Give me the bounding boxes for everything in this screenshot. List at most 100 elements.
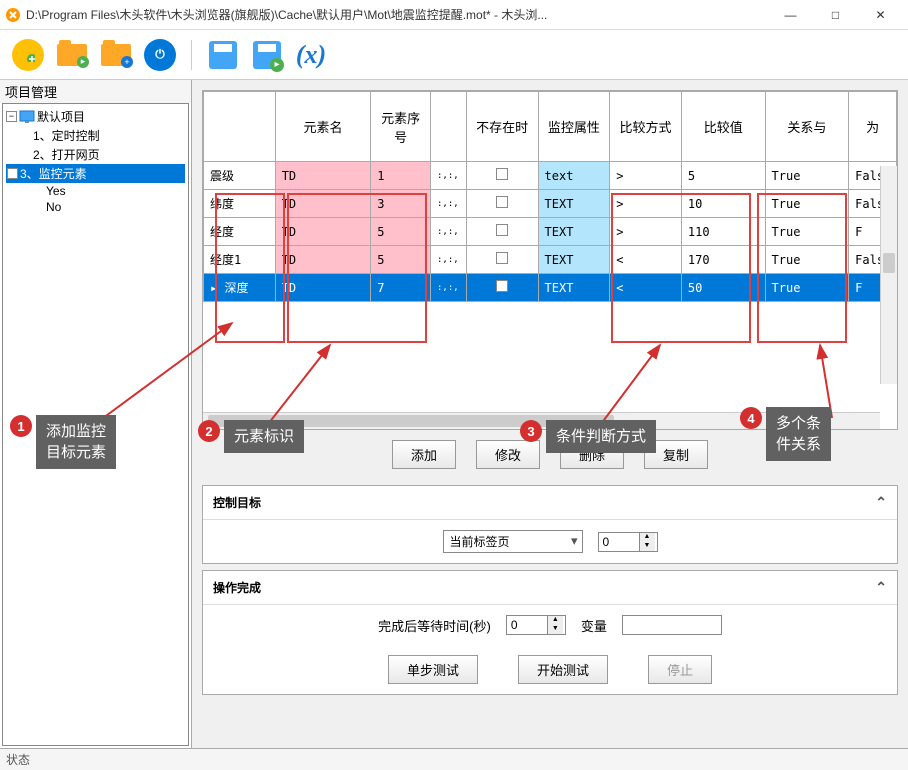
collapse-icon[interactable]: ⌃ bbox=[875, 494, 887, 511]
horizontal-scrollbar[interactable] bbox=[203, 412, 880, 429]
table-cell[interactable]: TD bbox=[275, 274, 371, 302]
column-header[interactable]: 元素序号 bbox=[371, 92, 431, 162]
monitor-table[interactable]: 元素名元素序号不存在时监控属性比较方式比较值关系与为 震级TD1:,:,text… bbox=[203, 91, 897, 302]
tree-item[interactable]: 2、打开网页 bbox=[6, 145, 185, 164]
table-cell[interactable]: TEXT bbox=[538, 190, 610, 218]
table-cell[interactable]: 震级 bbox=[204, 162, 276, 190]
close-button[interactable]: ✕ bbox=[858, 0, 903, 30]
spin-up[interactable]: ▲ bbox=[640, 533, 655, 542]
table-cell[interactable]: :,:, bbox=[431, 162, 467, 190]
table-cell[interactable]: True bbox=[765, 218, 849, 246]
add-folder-button[interactable]: + bbox=[98, 37, 134, 73]
power-button[interactable]: ⏻ bbox=[142, 37, 178, 73]
wait-input[interactable] bbox=[507, 616, 547, 634]
column-header[interactable]: 比较值 bbox=[681, 92, 765, 162]
table-cell[interactable]: 170 bbox=[681, 246, 765, 274]
minimize-button[interactable]: — bbox=[768, 0, 813, 30]
table-cell[interactable]: text bbox=[538, 162, 610, 190]
vertical-scrollbar[interactable] bbox=[880, 166, 897, 384]
checkbox[interactable] bbox=[496, 196, 508, 208]
column-header[interactable] bbox=[431, 92, 467, 162]
table-cell[interactable]: 50 bbox=[681, 274, 765, 302]
table-cell[interactable]: 经度1 bbox=[204, 246, 276, 274]
spin-down[interactable]: ▼ bbox=[640, 542, 655, 551]
expand-icon[interactable]: − bbox=[7, 168, 18, 179]
table-cell[interactable]: 10 bbox=[681, 190, 765, 218]
table-cell[interactable]: 3 bbox=[371, 190, 431, 218]
new-button[interactable] bbox=[10, 37, 46, 73]
variable-button[interactable]: (x) bbox=[293, 37, 329, 73]
tab-index-spinner[interactable]: ▲▼ bbox=[598, 532, 658, 552]
copy-button[interactable]: 复制 bbox=[644, 440, 708, 469]
open-folder-button[interactable]: ▸ bbox=[54, 37, 90, 73]
tree-item[interactable]: 1、定时控制 bbox=[6, 126, 185, 145]
table-cell[interactable]: TEXT bbox=[538, 218, 610, 246]
table-cell[interactable]: TEXT bbox=[538, 274, 610, 302]
table-cell[interactable]: ▸ 深度 bbox=[204, 274, 276, 302]
checkbox[interactable] bbox=[496, 280, 508, 292]
wait-spinner[interactable]: ▲▼ bbox=[506, 615, 566, 635]
table-cell[interactable]: TD bbox=[275, 162, 371, 190]
save-button[interactable] bbox=[205, 37, 241, 73]
table-row[interactable]: 纬度TD3:,:,TEXT>10TrueFals bbox=[204, 190, 897, 218]
checkbox[interactable] bbox=[496, 224, 508, 236]
column-header[interactable]: 监控属性 bbox=[538, 92, 610, 162]
table-cell[interactable] bbox=[466, 162, 538, 190]
table-cell[interactable]: < bbox=[610, 246, 682, 274]
table-cell[interactable] bbox=[466, 246, 538, 274]
project-tree[interactable]: − 默认项目 1、定时控制 2、打开网页 − 3、监控元素 Yes No bbox=[2, 103, 189, 746]
variable-input[interactable] bbox=[622, 615, 722, 635]
column-header[interactable]: 比较方式 bbox=[610, 92, 682, 162]
table-cell[interactable] bbox=[466, 218, 538, 246]
tab-select[interactable]: 当前标签页 bbox=[443, 530, 583, 553]
table-cell[interactable]: TD bbox=[275, 218, 371, 246]
checkbox[interactable] bbox=[496, 252, 508, 264]
table-cell[interactable]: 1 bbox=[371, 162, 431, 190]
expand-icon[interactable]: − bbox=[6, 111, 17, 122]
table-row[interactable]: 经度1TD5:,:,TEXT<170TrueFals bbox=[204, 246, 897, 274]
spin-down[interactable]: ▼ bbox=[548, 625, 563, 634]
table-cell[interactable]: :,:, bbox=[431, 190, 467, 218]
table-cell[interactable]: True bbox=[765, 274, 849, 302]
column-header[interactable]: 为 bbox=[849, 92, 897, 162]
tree-item-selected[interactable]: − 3、监控元素 bbox=[6, 164, 185, 183]
maximize-button[interactable]: □ bbox=[813, 0, 858, 30]
table-cell[interactable]: 纬度 bbox=[204, 190, 276, 218]
checkbox[interactable] bbox=[496, 168, 508, 180]
column-header[interactable] bbox=[204, 92, 276, 162]
table-cell[interactable]: 5 bbox=[371, 246, 431, 274]
table-cell[interactable]: :,:, bbox=[431, 274, 467, 302]
table-cell[interactable]: > bbox=[610, 190, 682, 218]
table-cell[interactable]: 7 bbox=[371, 274, 431, 302]
table-cell[interactable]: True bbox=[765, 246, 849, 274]
tab-index-input[interactable] bbox=[599, 533, 639, 551]
tree-subitem[interactable]: No bbox=[6, 199, 185, 215]
column-header[interactable]: 不存在时 bbox=[466, 92, 538, 162]
stop-button[interactable]: 停止 bbox=[648, 655, 712, 684]
collapse-icon[interactable]: ⌃ bbox=[875, 579, 887, 596]
table-cell[interactable]: TD bbox=[275, 190, 371, 218]
tree-subitem[interactable]: Yes bbox=[6, 183, 185, 199]
table-cell[interactable]: > bbox=[610, 218, 682, 246]
tree-root[interactable]: − 默认项目 bbox=[6, 107, 185, 126]
delete-button[interactable]: 删除 bbox=[560, 440, 624, 469]
table-cell[interactable]: 110 bbox=[681, 218, 765, 246]
table-cell[interactable]: :,:, bbox=[431, 246, 467, 274]
table-cell[interactable] bbox=[466, 190, 538, 218]
table-cell[interactable]: 5 bbox=[371, 218, 431, 246]
start-test-button[interactable]: 开始测试 bbox=[518, 655, 608, 684]
column-header[interactable]: 元素名 bbox=[275, 92, 371, 162]
table-cell[interactable]: > bbox=[610, 162, 682, 190]
save-as-button[interactable]: ▸ bbox=[249, 37, 285, 73]
table-row[interactable]: ▸ 深度TD7:,:,TEXT<50TrueF bbox=[204, 274, 897, 302]
spin-up[interactable]: ▲ bbox=[548, 616, 563, 625]
table-cell[interactable]: True bbox=[765, 190, 849, 218]
table-cell[interactable]: < bbox=[610, 274, 682, 302]
table-cell[interactable]: 经度 bbox=[204, 218, 276, 246]
table-cell[interactable]: :,:, bbox=[431, 218, 467, 246]
step-test-button[interactable]: 单步测试 bbox=[388, 655, 478, 684]
table-cell[interactable]: 5 bbox=[681, 162, 765, 190]
table-cell[interactable]: True bbox=[765, 162, 849, 190]
modify-button[interactable]: 修改 bbox=[476, 440, 540, 469]
table-cell[interactable]: TEXT bbox=[538, 246, 610, 274]
